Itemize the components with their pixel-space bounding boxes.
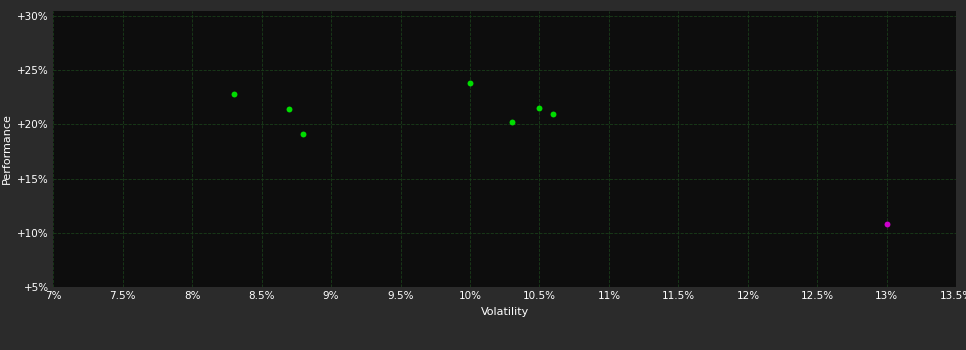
Point — [504, 119, 520, 125]
Point — [226, 91, 242, 97]
Y-axis label: Performance: Performance — [2, 113, 12, 184]
X-axis label: Volatility: Volatility — [481, 307, 528, 317]
Point — [879, 221, 895, 227]
Point — [282, 106, 298, 112]
Point — [546, 111, 561, 116]
Point — [463, 80, 478, 86]
Point — [531, 105, 547, 111]
Point — [296, 131, 311, 137]
